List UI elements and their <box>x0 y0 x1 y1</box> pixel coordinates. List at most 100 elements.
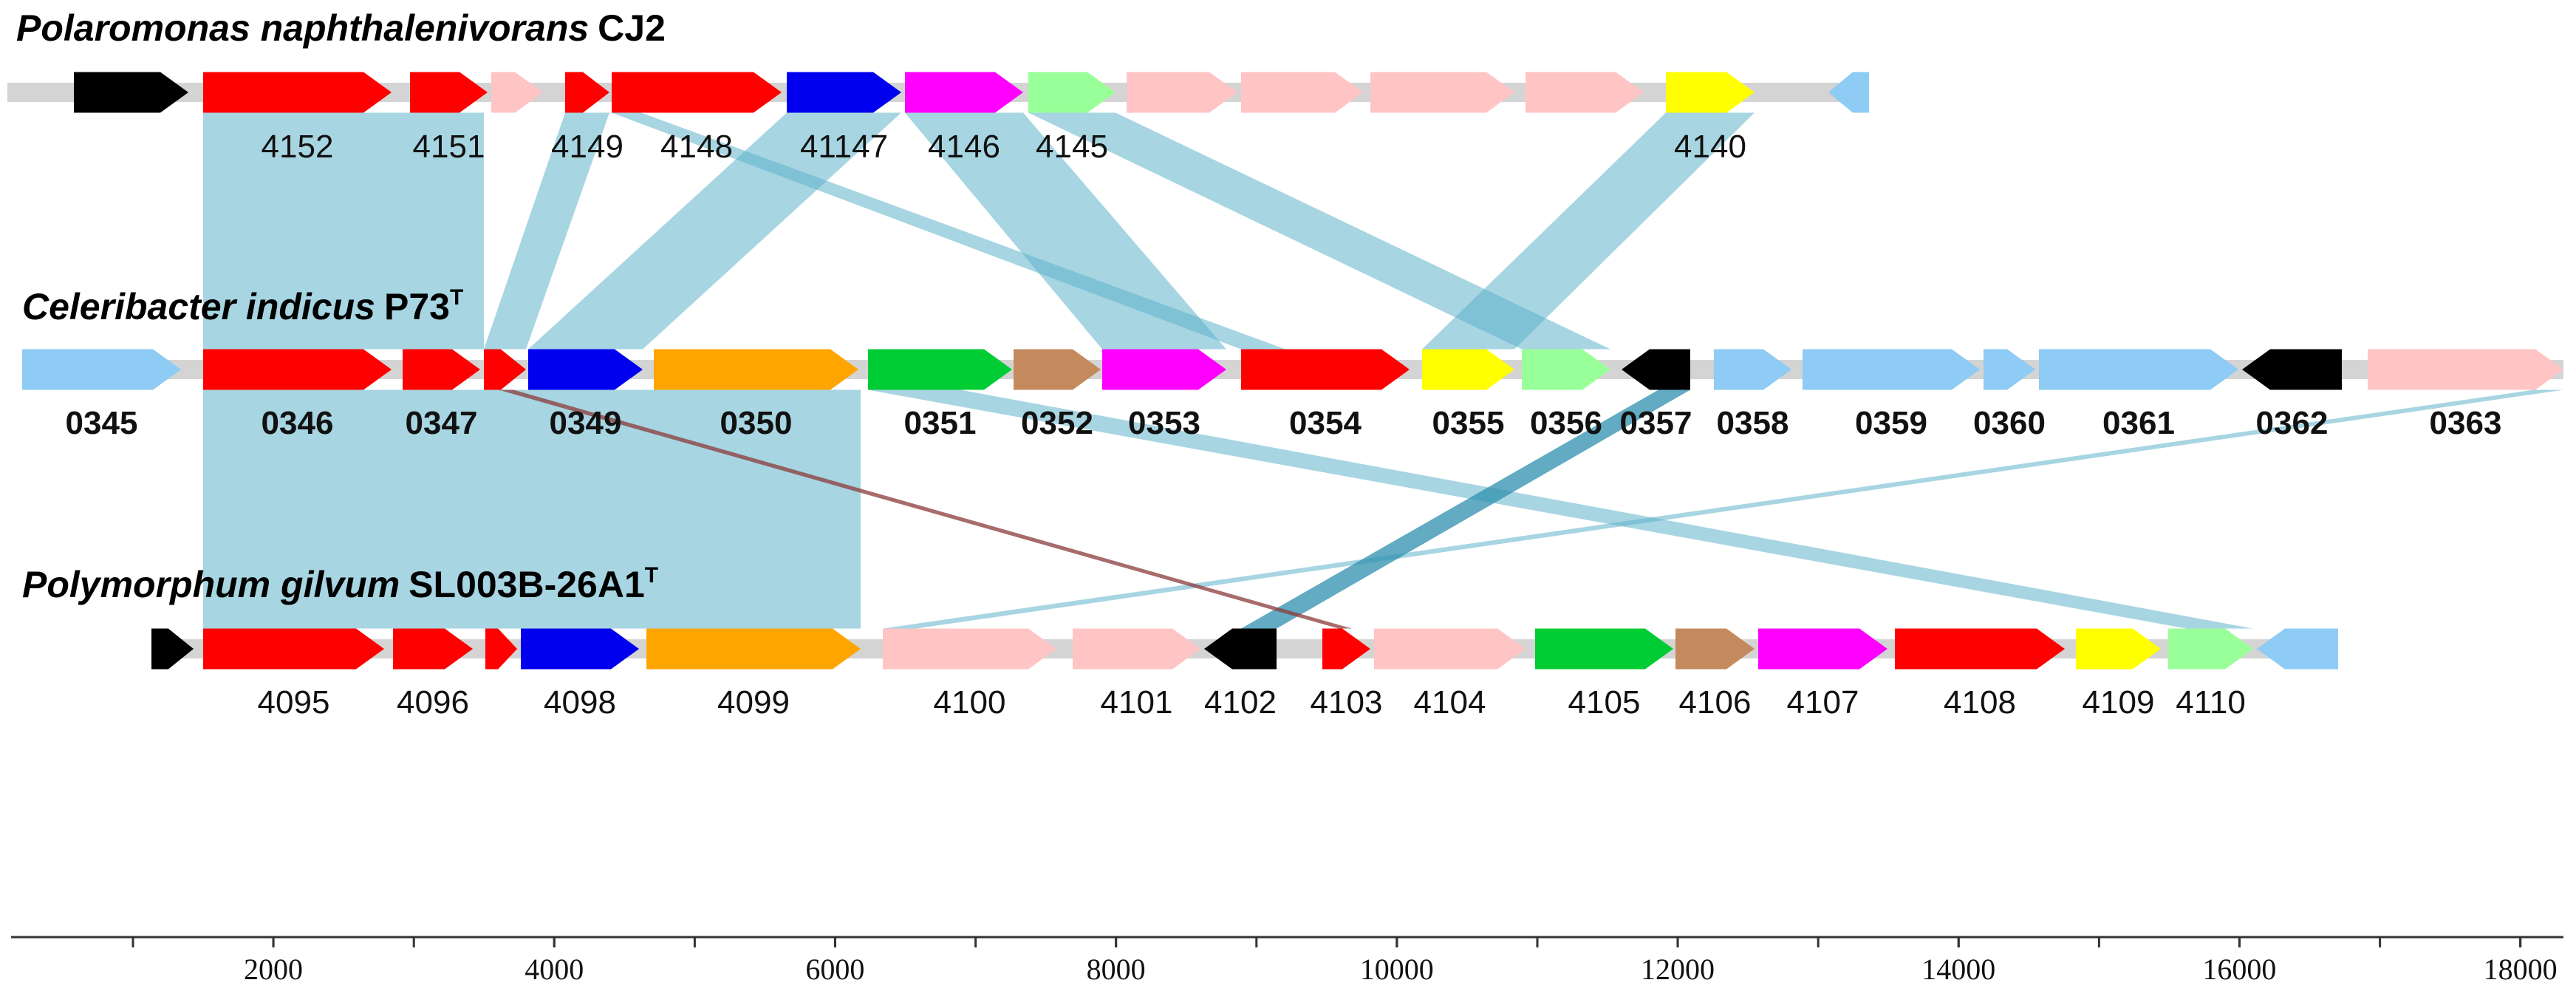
track-title-3: Polymorphum gilvum SL003B-26A1T <box>22 563 658 605</box>
gene-label: 0359 <box>1855 405 1927 441</box>
gene-arrow-4096 <box>393 628 473 670</box>
track-1-species: Polaromonas naphthalenivorans <box>16 7 589 49</box>
gene-arrow-0358 <box>1714 349 1791 390</box>
gene-arrow-4103 <box>1322 628 1370 670</box>
gene-arrow-0346 <box>203 349 392 390</box>
gene-arrow-4149 <box>565 72 609 113</box>
synteny-link-1 <box>203 112 484 350</box>
gene-arrow-0354 <box>1241 349 1410 390</box>
axis-tick-label: 14000 <box>1921 953 1995 986</box>
gene-label: 4109 <box>2083 684 2155 721</box>
gene-arrow-t1-12 <box>1370 72 1514 113</box>
gene-arrow-4100 <box>883 628 1056 670</box>
gene-arrow-4101 <box>1073 628 1200 670</box>
gene-arrow-0361 <box>2039 349 2238 390</box>
gene-arrow-0355 <box>1422 349 1514 390</box>
gene-arrow-4108 <box>1895 628 2065 670</box>
gene-arrow-t1-1 <box>74 72 188 113</box>
axis-tick-label: 10000 <box>1360 953 1434 986</box>
gene-arrow-t1-4 <box>491 72 543 113</box>
track-title-1-text: Polaromonas naphthalenivorans CJ2 <box>16 7 666 49</box>
gene-arrow-0359 <box>1803 349 1980 390</box>
gene-arrow-4110 <box>2168 628 2253 670</box>
synteny-link-7 <box>1422 112 1755 350</box>
gene-label: 0354 <box>1289 405 1362 441</box>
track-2-superscript: T <box>450 285 463 310</box>
gene-arrow-4105 <box>1535 628 1673 670</box>
synteny-link-3 <box>528 112 901 350</box>
gene-arrow-0362 <box>2242 349 2342 390</box>
axis-tick-label: 12000 <box>1641 953 1715 986</box>
track-1: 4152 4151 4149 4148 41147 4146 4145 4140 <box>7 72 1869 165</box>
gene-label: 4108 <box>1944 684 2016 721</box>
gene-arrow-t3-18 <box>2257 628 2338 670</box>
gene-label: 4098 <box>544 684 616 721</box>
gene-label: 4106 <box>1679 684 1752 721</box>
gene-arrow-0360 <box>1984 349 2035 390</box>
gene-label: 4152 <box>262 129 334 165</box>
gene-label: 4146 <box>928 129 1000 165</box>
gene-arrow-0351 <box>868 349 1012 390</box>
synteny-link-11 <box>1241 389 1690 629</box>
gene-label: 0345 <box>66 405 138 441</box>
gene-label: 4145 <box>1036 129 1108 165</box>
gene-label: 4095 <box>258 684 330 721</box>
gene-label: 4140 <box>1674 129 1746 165</box>
track-3-strain: SL003B-26A1 <box>409 564 645 605</box>
gene-label: 0352 <box>1021 405 1093 441</box>
gene-label: 0353 <box>1128 405 1200 441</box>
axis-tick-label: 18000 <box>2484 953 2558 986</box>
synteny-link-5 <box>905 112 1226 350</box>
gene-label: 0349 <box>550 405 622 441</box>
track-3: 4095 4096 4098 4099 4100 4101 4102 4103 4104 4105… <box>151 628 2338 721</box>
gene-arrow-4152 <box>203 72 392 113</box>
gene-arrow-0353 <box>1102 349 1226 390</box>
track-3-superscript: T <box>645 563 658 588</box>
axis-tick-label: 4000 <box>525 953 584 986</box>
gene-arrow-0356 <box>1522 349 1610 390</box>
gene-label: 4099 <box>717 684 790 721</box>
gene-label: 4105 <box>1568 684 1641 721</box>
gene-arrow-4107 <box>1758 628 1887 670</box>
gene-arrow-4140 <box>1666 72 1755 113</box>
synteny-link-12 <box>499 389 1352 629</box>
gene-label: 0363 <box>2430 405 2502 441</box>
gene-arrow-0345 <box>22 349 181 390</box>
gene-arrow-4145 <box>1028 72 1116 113</box>
gene-arrow-0350 <box>654 349 858 390</box>
gene-arrow-0363 <box>2368 349 2563 390</box>
gene-arrow-41147 <box>787 72 901 113</box>
axis-tick-label: 16000 <box>2202 953 2276 986</box>
gene-arrow-4151 <box>410 72 488 113</box>
gene-arrow-t1-10 <box>1127 72 1237 113</box>
synteny-link-10 <box>883 389 2563 629</box>
axis-tick-label: 8000 <box>1087 953 1146 986</box>
gene-label: 41147 <box>800 129 888 165</box>
gene-label: 0350 <box>720 405 793 441</box>
gene-arrow-4106 <box>1675 628 1755 670</box>
synteny-link-8 <box>203 389 861 629</box>
track-1-strain: CJ2 <box>598 7 666 49</box>
gene-arrow-t2-4 <box>484 349 526 390</box>
synteny-link-6 <box>1028 112 1610 350</box>
gene-label: 0362 <box>2256 405 2329 441</box>
gene-label: 4107 <box>1787 684 1859 721</box>
track-title-2: Celeribacter indicus P73T <box>22 285 463 327</box>
gene-label: 4151 <box>413 129 485 165</box>
gene-arrow-t1-11 <box>1241 72 1363 113</box>
gene-label: 4102 <box>1204 684 1277 721</box>
gene-arrow-t1-13 <box>1526 72 1644 113</box>
synteny-link-9 <box>868 389 2253 629</box>
gene-arrow-0349 <box>528 349 643 390</box>
gene-label: 4149 <box>551 129 623 165</box>
gene-arrow-4146 <box>905 72 1023 113</box>
gene-label: 0356 <box>1530 405 1602 441</box>
axis-tick-label: 6000 <box>805 953 864 986</box>
track-2-species: Celeribacter indicus <box>22 286 375 327</box>
track-title-1: Polaromonas naphthalenivorans CJ2 <box>16 7 666 49</box>
track-2-strain: P73 <box>384 286 450 327</box>
gene-arrow-0347 <box>403 349 480 390</box>
gene-arrow-4098 <box>521 628 639 670</box>
